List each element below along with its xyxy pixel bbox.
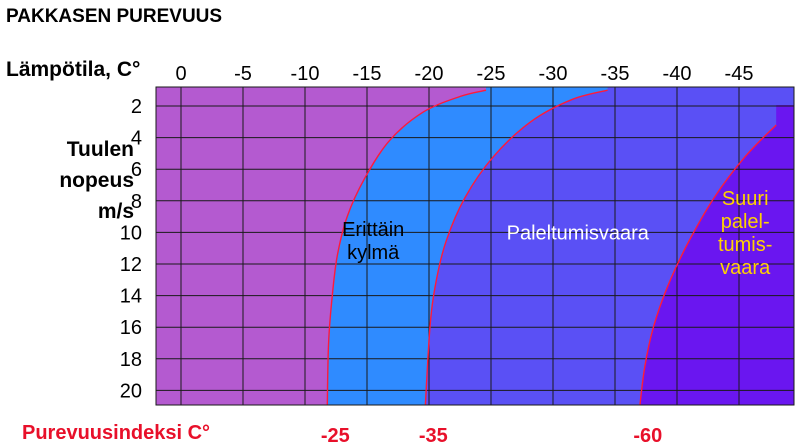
x-tick-label: -15 [353,63,382,85]
y-tick-label: 10 [120,222,142,244]
x-tick-label: -45 [725,63,754,85]
index-value-label: -35 [419,425,448,447]
zone-label: Suuri [722,188,769,210]
x-tick-label: -10 [291,63,320,85]
wind-speed-axis-label: Tuulen nopeus m/s [20,134,134,227]
x-tick-label: -30 [539,63,568,85]
y-tick-label: 4 [131,128,142,150]
wind-label-line: nopeus [59,169,134,192]
zone-label: Paleltumisvaara [507,222,650,244]
x-tick-label: 0 [175,63,186,85]
zone-label: tumis- [718,234,772,256]
index-value-label: -60 [633,425,662,447]
plot-border [155,86,795,406]
x-tick-label: -40 [663,63,692,85]
boundary-curve [326,89,487,405]
y-tick-label: 12 [120,254,142,276]
y-tick-label: 8 [131,191,142,213]
zone-area [639,105,794,405]
temperature-axis-label: Lämpötila, C° [6,58,141,81]
x-tick-label: -25 [477,63,506,85]
boundary-curve [639,124,777,405]
x-tick-label: -20 [415,63,444,85]
boundary-curve [424,89,608,405]
chart-title: PAKKASEN PUREVUUS [6,6,223,27]
plot-area [156,87,794,405]
wind-chill-index-label: Purevuusindeksi C° [22,422,211,444]
wind-label-line: Tuulen [66,138,134,161]
y-tick-label: 6 [131,159,142,181]
wind-label-line: m/s [97,200,134,223]
x-tick-label: -5 [234,63,252,85]
y-tick-label: 2 [131,96,142,118]
x-tick-label: -35 [601,63,630,85]
y-tick-label: 18 [120,349,142,371]
zone-label: kylmä [347,242,400,264]
index-value-label: -25 [321,425,350,447]
zone-label: vaara [720,257,771,279]
y-tick-label: 20 [120,380,142,402]
zone-label: palel- [721,211,770,233]
y-tick-label: 16 [120,317,142,339]
zone-label: Erittäin [342,219,404,241]
y-tick-label: 14 [120,286,142,308]
